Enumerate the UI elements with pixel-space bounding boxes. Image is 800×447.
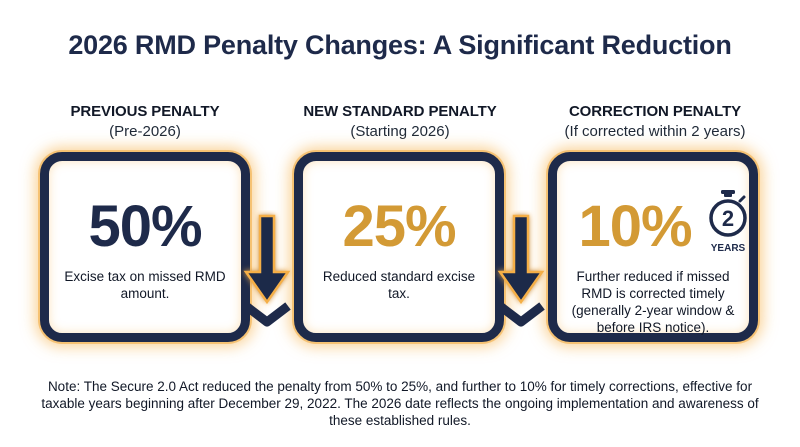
previous-penalty-description: Excise tax on missed RMD amount. <box>64 269 226 301</box>
stopwatch-icon: 2 <box>709 190 747 237</box>
page-title: 2026 RMD Penalty Changes: A Significant … <box>68 30 732 60</box>
footnote-text: Note: The Secure 2.0 Act reduced the pen… <box>41 379 759 428</box>
correction-penalty-description: Further reduced if missed RMD is correct… <box>571 269 735 335</box>
correction-penalty-card: 10% 2 YEARS Further reduced if missed RM… <box>548 152 758 342</box>
previous-penalty-percent: 50% <box>88 194 202 259</box>
correction-penalty-percent: 10% <box>578 194 692 259</box>
column-subheading-label: (Starting 2026) <box>350 123 450 140</box>
down-arrow-icon <box>243 214 291 327</box>
column-subheading-label: (If corrected within 2 years) <box>564 123 746 140</box>
previous-penalty-card: 50% Excise tax on missed RMD amount. <box>40 152 250 342</box>
column-heading-previous: PREVIOUS PENALTY (Pre-2026) <box>15 103 275 140</box>
standard-penalty-description: Reduced standard excise tax. <box>322 269 476 301</box>
timer-number: 2 <box>722 206 734 231</box>
standard-penalty-card: 25% Reduced standard excise tax. <box>294 152 504 342</box>
standard-penalty-percent: 25% <box>342 194 456 259</box>
column-heading-label: PREVIOUS PENALTY <box>70 103 220 120</box>
down-arrow-icon <box>497 214 545 327</box>
column-heading-standard: NEW STANDARD PENALTY (Starting 2026) <box>270 103 530 140</box>
column-subheading-label: (Pre-2026) <box>109 123 181 140</box>
column-heading-correction: CORRECTION PENALTY (If corrected within … <box>525 103 785 140</box>
column-heading-label: NEW STANDARD PENALTY <box>303 103 497 120</box>
column-heading-label: CORRECTION PENALTY <box>568 103 742 120</box>
timer-years-label: YEARS <box>710 243 746 254</box>
